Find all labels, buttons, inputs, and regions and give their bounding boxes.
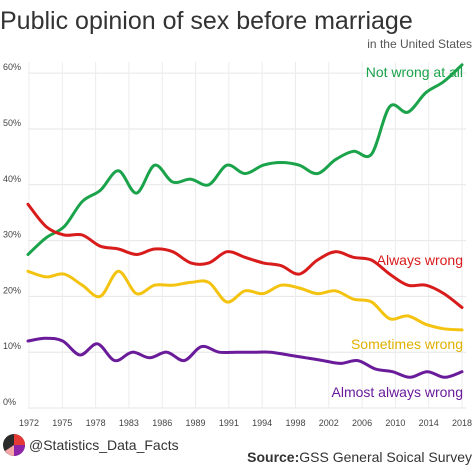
- series-line-sometimes-wrong: [26, 269, 464, 332]
- source-text: GSS General Soical Survey: [299, 449, 472, 465]
- label-sometimes-wrong: Sometimes wrong: [351, 336, 463, 352]
- x-tick-label: 2014: [419, 418, 439, 428]
- x-tick-label: 1991: [219, 418, 239, 428]
- series-line-not-wrong-at-all: [26, 63, 464, 256]
- chart-subtitle: in the United States: [367, 37, 472, 51]
- x-tick-label: 2002: [319, 418, 339, 428]
- x-tick-label: 1994: [252, 418, 272, 428]
- x-tick-label: 1978: [86, 418, 106, 428]
- label-almost-always-wrong: Almost always wrong: [332, 384, 464, 400]
- x-axis: 1972 1975 1978 1983 1986 1989 1991 1994 1998 2002…: [19, 418, 472, 428]
- x-tick-label: 2018: [452, 418, 472, 428]
- y-tick-label: 60%: [3, 62, 21, 72]
- y-axis: 0% 10% 20% 30% 40% 50% 60%: [3, 62, 21, 407]
- y-tick-label: 10%: [3, 341, 21, 351]
- y-tick-label: 30%: [3, 230, 21, 240]
- x-tick-label: 2006: [352, 418, 372, 428]
- y-tick-label: 40%: [3, 174, 21, 184]
- grid: [28, 62, 466, 409]
- series-line-always-wrong: [26, 202, 464, 309]
- y-tick-label: 0%: [3, 397, 16, 407]
- label-not-wrong-at-all: Not wrong at all: [366, 64, 463, 80]
- handle: @Statistics_Data_Facts: [29, 437, 179, 453]
- x-tick-label: 1975: [52, 418, 72, 428]
- series-lines: [26, 63, 464, 379]
- label-always-wrong: Always wrong: [377, 252, 463, 268]
- y-tick-label: 20%: [3, 285, 21, 295]
- source-label: Source:: [247, 449, 299, 465]
- y-tick-label: 50%: [3, 118, 21, 128]
- x-tick-label: 1986: [152, 418, 172, 428]
- x-tick-label: 1998: [285, 418, 305, 428]
- x-tick-label: 1983: [119, 418, 139, 428]
- logo: [3, 434, 25, 456]
- chart-title: Public opinion of sex before marriage: [0, 7, 413, 35]
- source: Source:GSS General Soical Survey: [247, 449, 472, 465]
- series-line-almost-always-wrong: [26, 336, 464, 379]
- x-tick-label: 1989: [186, 418, 206, 428]
- x-tick-label: 2010: [385, 418, 405, 428]
- x-tick-label: 1972: [19, 418, 39, 428]
